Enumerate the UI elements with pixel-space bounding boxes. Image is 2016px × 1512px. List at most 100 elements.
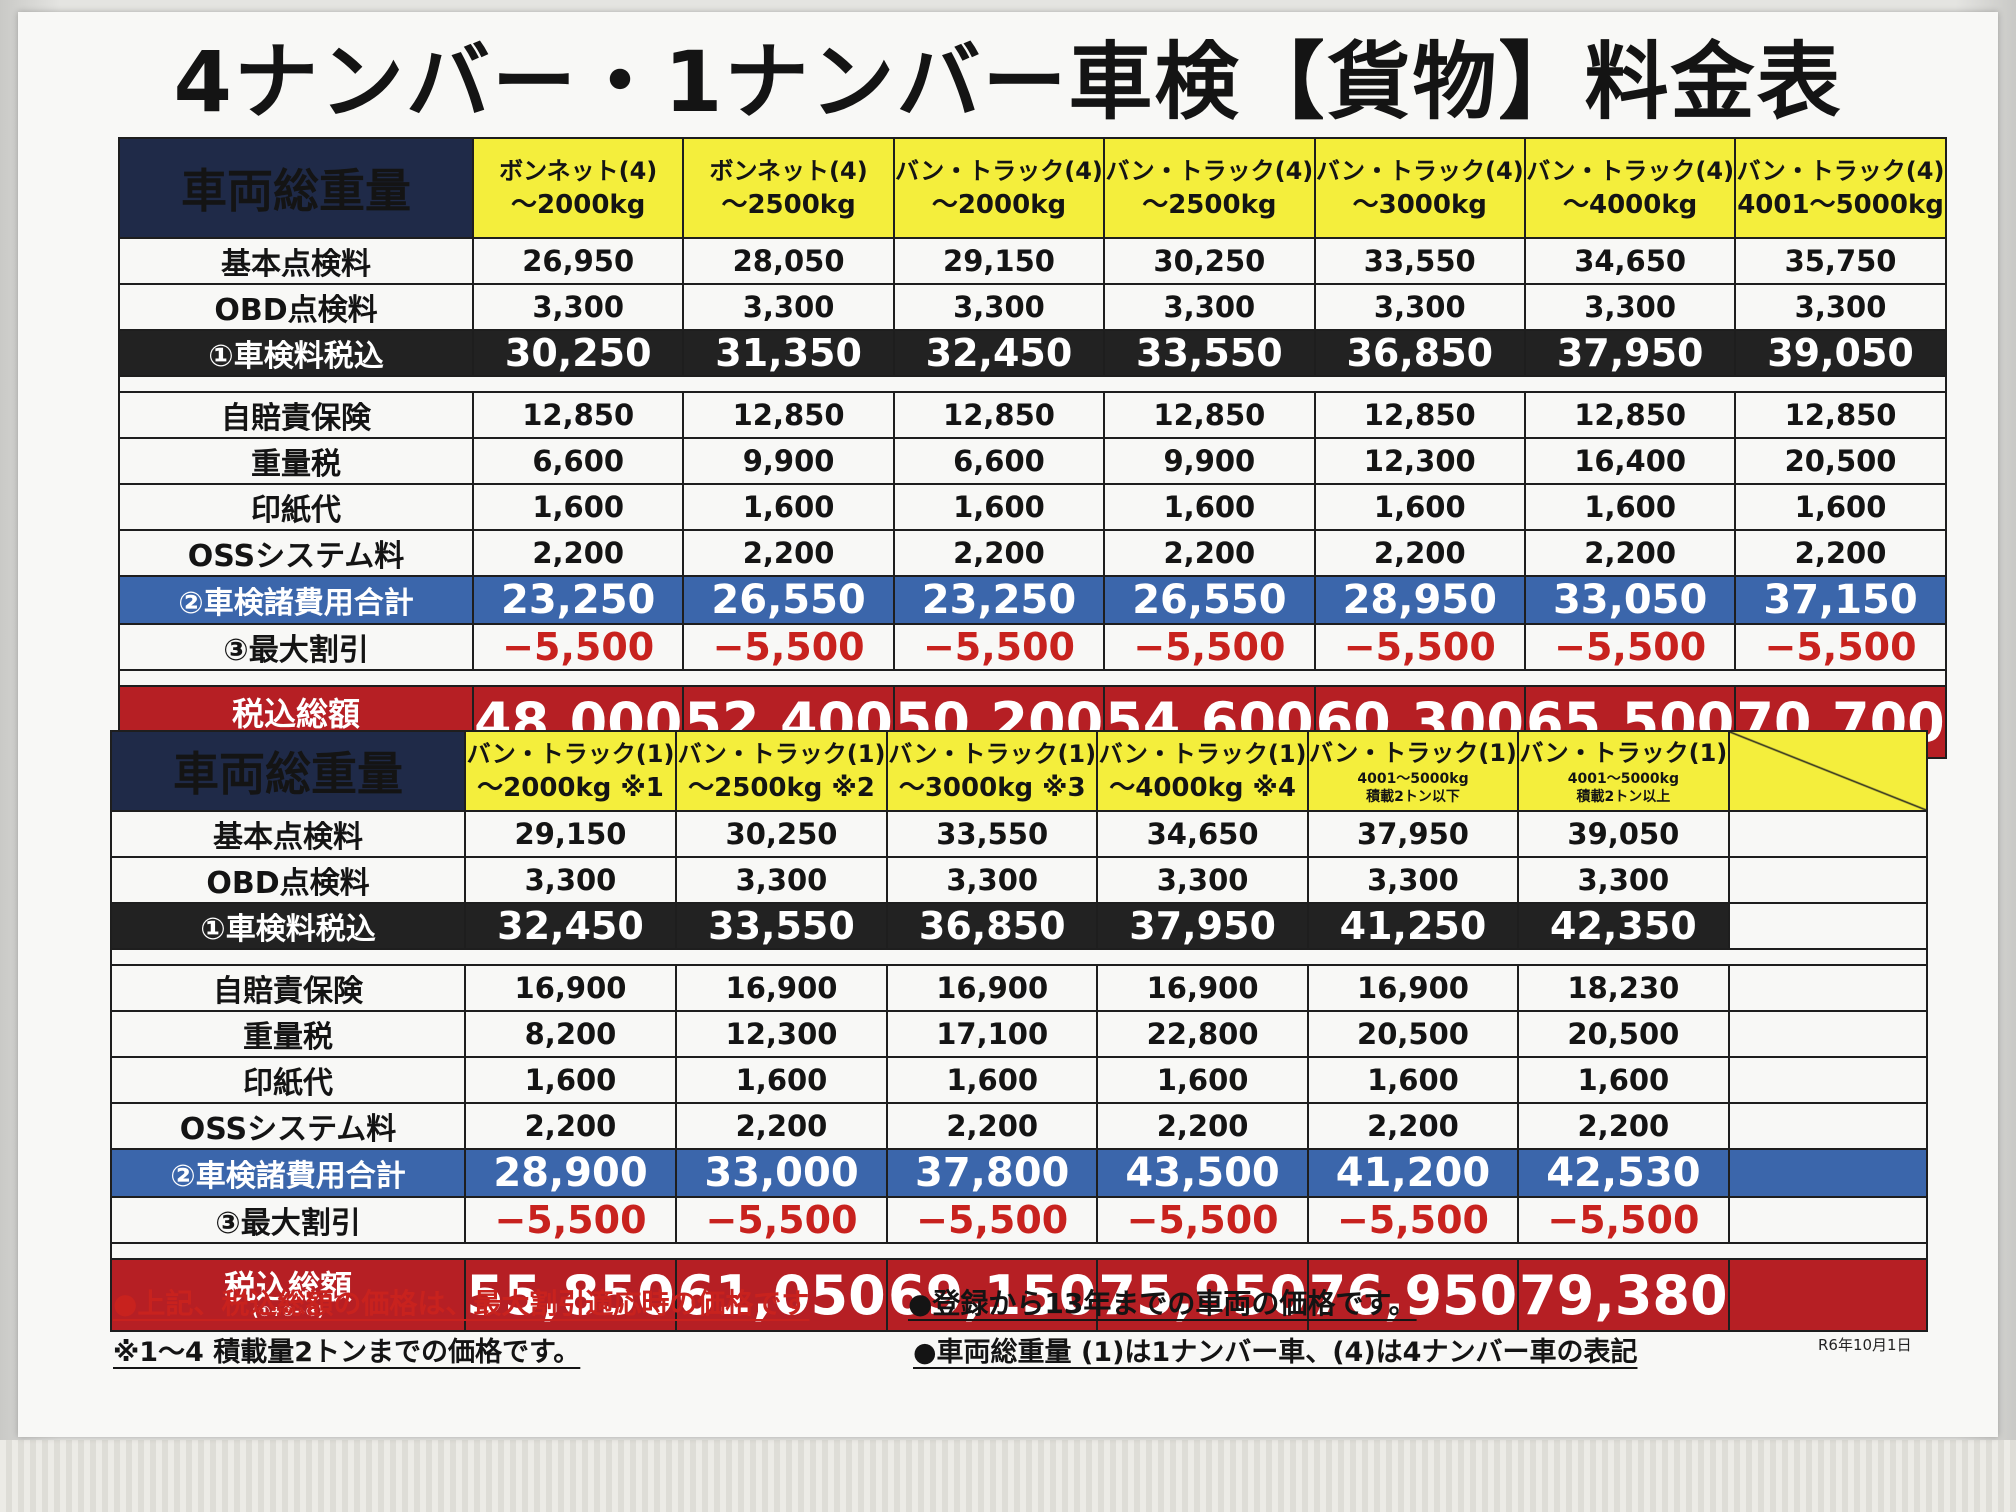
row-label-insurance: 自賠責保険 <box>110 964 466 1012</box>
cell-value: 12,300 <box>675 1010 888 1058</box>
cell-value: 30,250 <box>471 329 685 377</box>
gap-cell <box>118 669 1947 687</box>
cell-value: 33,550 <box>1103 329 1316 377</box>
header-line1: バン・トラック(1) <box>1309 739 1517 767</box>
cell-value: 33,550 <box>675 902 888 950</box>
cell-value: 6,600 <box>892 437 1106 485</box>
column-header: バン・トラック(1) 〜4000kg ※4 <box>1096 730 1309 812</box>
cell-value: 42,530 <box>1517 1148 1730 1198</box>
header-line2: 4001〜5000kg <box>1357 771 1469 787</box>
header-line1: バン・トラック(1) <box>1098 740 1307 768</box>
cell-value: 3,300 <box>1734 283 1947 331</box>
cell-value: 2,200 <box>1734 529 1947 577</box>
column-header: ボンネット(4) 〜2500kg <box>682 137 895 239</box>
row-expenses-total: ②車検諸費用合計 23,250 26,550 23,250 26,550 28,… <box>118 575 1947 625</box>
header-line1: バン・トラック(1) <box>466 740 675 768</box>
cell-value: 9,900 <box>1103 437 1316 485</box>
row-label-oss: OSSシステム料 <box>118 529 474 577</box>
header-line1: バン・トラック(4) <box>1105 157 1314 185</box>
cell-value: 41,250 <box>1306 902 1520 950</box>
header-line2: 〜2500kg <box>721 190 856 220</box>
note-price-condition: ●上記、税込総額の価格は、最大割引適応時の価格です <box>113 1287 810 1320</box>
cell-value: 3,300 <box>1103 283 1316 331</box>
cell-value: 37,950 <box>1306 810 1520 858</box>
row-label-weight-tax: 重量税 <box>110 1010 466 1058</box>
header-line2: 〜2500kg <box>1142 190 1277 220</box>
cell-value: 26,950 <box>471 237 685 285</box>
cell-value: 1,600 <box>464 1056 677 1104</box>
header-line2: 〜2500kg ※2 <box>688 773 875 803</box>
cell-value: −5,500 <box>1313 623 1526 671</box>
cell-value: 34,650 <box>1096 810 1309 858</box>
row-stamp: 印紙代 1,600 1,600 1,600 1,600 1,600 1,600 … <box>118 483 1947 531</box>
cell-value: 20,500 <box>1517 1010 1730 1058</box>
cell-value: 37,950 <box>1523 329 1737 377</box>
cell-value: 37,950 <box>1096 902 1309 950</box>
cell-value: 42,350 <box>1517 902 1730 950</box>
cell-value: 2,200 <box>1096 1102 1309 1150</box>
cell-value: 61,050 <box>675 1258 888 1332</box>
cell-value: 1,600 <box>1313 483 1526 531</box>
row-label-obd: OBD点検料 <box>118 283 474 331</box>
empty-cell <box>1727 1258 1928 1332</box>
cell-value: 3,300 <box>682 283 895 331</box>
row-discount: ③最大割引 −5,500 −5,500 −5,500 −5,500 −5,500… <box>110 1196 1928 1244</box>
cell-value: 36,850 <box>885 902 1099 950</box>
empty-cell <box>1727 856 1928 904</box>
column-header: バン・トラック(1) 〜2500kg ※2 <box>675 730 888 812</box>
cell-value: −5,500 <box>682 623 895 671</box>
cell-value: 3,300 <box>464 856 677 904</box>
row-discount: ③最大割引 −5,500 −5,500 −5,500 −5,500 −5,500… <box>118 623 1947 671</box>
cell-value: 79,380 <box>1517 1258 1730 1332</box>
gap-cell <box>118 375 1947 393</box>
cell-value: 6,600 <box>471 437 685 485</box>
column-header: バン・トラック(1) 4001〜5000kg 積載2トン以下 <box>1306 730 1520 812</box>
cell-value: 26,550 <box>682 575 895 625</box>
header-line2: 〜2000kg <box>931 190 1067 220</box>
row-label-basic: 基本点検料 <box>110 810 466 858</box>
row-oss: OSSシステム料 2,200 2,200 2,200 2,200 2,200 2… <box>118 529 1947 577</box>
cell-value: 2,200 <box>471 529 685 577</box>
row-obd: OBD点検料 3,300 3,300 3,300 3,300 3,300 3,3… <box>118 283 1947 331</box>
header-line1: バン・トラック(1) <box>888 740 1097 768</box>
cell-value: 34,650 <box>1523 237 1737 285</box>
cell-value: 35,750 <box>1734 237 1947 285</box>
row-weight-tax: 重量税 8,200 12,300 17,100 22,800 20,500 20… <box>110 1010 1928 1058</box>
cell-value: 2,200 <box>885 1102 1099 1150</box>
header-line1: バン・トラック(4) <box>895 157 1103 185</box>
header-line2: 〜4000kg <box>1563 190 1698 220</box>
cell-value: 2,200 <box>1306 1102 1520 1150</box>
effective-date: R6年10月1日 <box>1818 1336 1912 1354</box>
cell-value: 26,550 <box>1103 575 1316 625</box>
cell-value: 12,300 <box>1313 437 1526 485</box>
empty-cell <box>1727 902 1928 950</box>
cell-value: 1,600 <box>1523 483 1737 531</box>
cell-value: 41,200 <box>1306 1148 1520 1198</box>
cell-value: 3,300 <box>675 856 888 904</box>
corner-label: 車両総重量 <box>110 730 466 812</box>
column-header: バン・トラック(1) 4001〜5000kg 積載2トン以上 <box>1517 730 1730 812</box>
cell-value: 39,050 <box>1734 329 1947 377</box>
row-label-stamp: 印紙代 <box>110 1056 466 1104</box>
cell-value: 22,800 <box>1096 1010 1309 1058</box>
row-insurance: 自賠責保険 16,900 16,900 16,900 16,900 16,900… <box>110 964 1928 1012</box>
cell-value: 16,900 <box>885 964 1099 1012</box>
cell-value: 1,600 <box>1103 483 1316 531</box>
gap-cell <box>110 1242 1928 1260</box>
cell-value: −5,500 <box>675 1196 888 1244</box>
cell-value: 31,350 <box>682 329 895 377</box>
cell-value: 3,300 <box>1096 856 1309 904</box>
cell-value: 33,050 <box>1523 575 1737 625</box>
row-expenses-total: ②車検諸費用合計 28,900 33,000 37,800 43,500 41,… <box>110 1148 1928 1198</box>
cell-value: 37,150 <box>1734 575 1947 625</box>
cell-value: 3,300 <box>885 856 1099 904</box>
empty-cell <box>1727 1056 1928 1104</box>
row-label-oss: OSSシステム料 <box>110 1102 466 1150</box>
cell-value: 1,600 <box>1734 483 1947 531</box>
cell-value: 23,250 <box>471 575 685 625</box>
cell-value: 32,450 <box>892 329 1106 377</box>
column-header: ボンネット(4) 〜2000kg <box>471 137 685 239</box>
cell-value: 29,150 <box>892 237 1106 285</box>
cell-value: 20,500 <box>1734 437 1947 485</box>
header-line2: 4001〜5000kg <box>1567 771 1679 787</box>
